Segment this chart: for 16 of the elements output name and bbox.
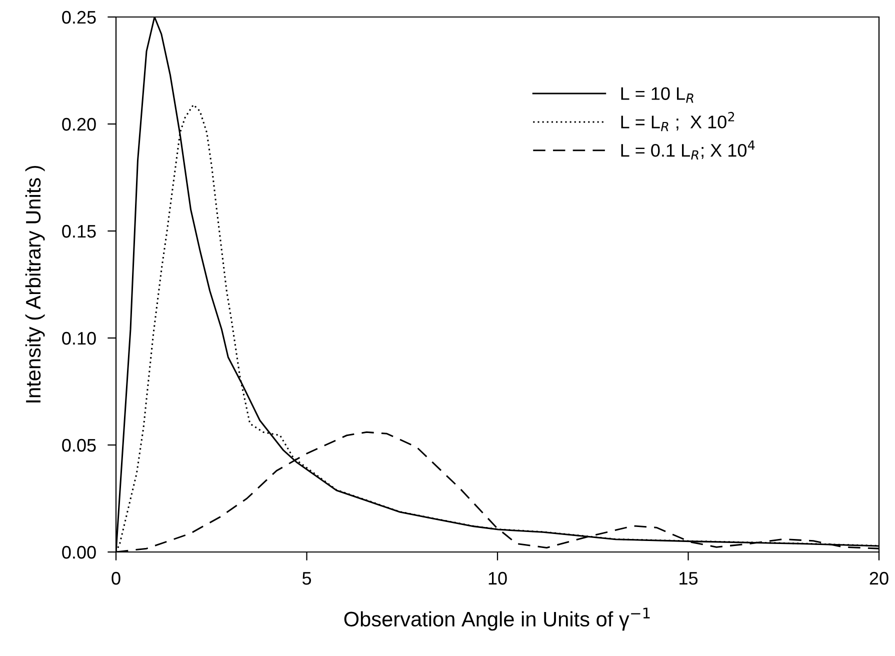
y-tick-label: 0.20 [62, 118, 96, 131]
x-axis-title: Observation Angle in Units of γ$^{−1}$ [344, 608, 650, 631]
x-tick-label: 5 [302, 572, 312, 585]
y-axis-title: Intensity ( Arbitrary Units ) [25, 166, 45, 402]
legend-label: L = 0.1 L$_{R}$; X 10$^{4}$ [621, 140, 755, 160]
y-tick-label: 0.15 [62, 224, 96, 238]
legend-label: L = 10 L$_{R}$ [621, 87, 694, 103]
x-tick-label: 0 [112, 572, 120, 585]
x-tick-label: 20 [870, 572, 888, 585]
x-tick-label: 15 [680, 572, 698, 585]
y-tick-label: 0.05 [62, 438, 96, 452]
y-tick-label: 0.10 [62, 332, 96, 345]
y-tick-label: 0.00 [62, 546, 96, 559]
legend-label: L = L$_{R}$ ; X 10$^{2}$ [621, 112, 734, 132]
x-tick-label: 10 [488, 572, 507, 585]
y-tick-label: 0.25 [62, 10, 96, 24]
